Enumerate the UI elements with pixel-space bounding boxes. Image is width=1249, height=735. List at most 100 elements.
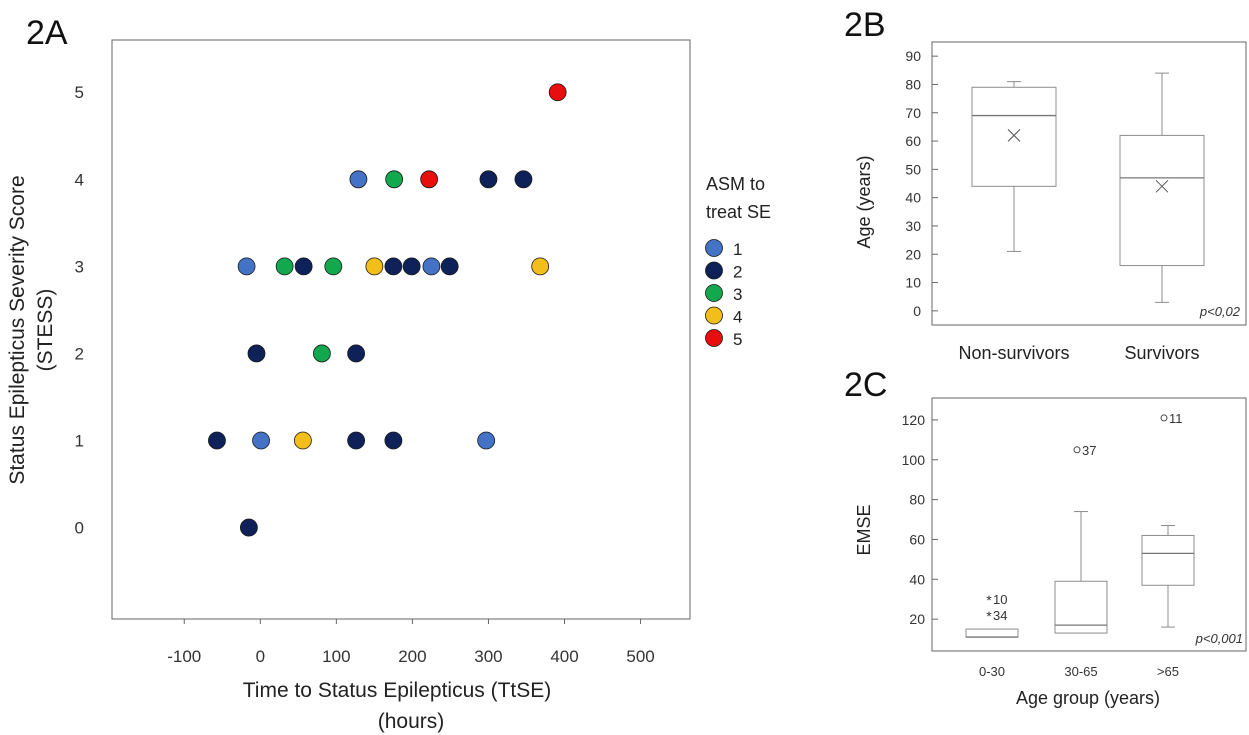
scatter-point-asm-2: [239, 518, 258, 537]
panel-label-2c: 2C: [844, 366, 887, 404]
box-plot-b-y-axis-label: Age (years): [854, 155, 874, 248]
scatter-x-axis-label: Time to Status Epilepticus (TtSE): [243, 679, 552, 702]
scatter-point-asm-3: [313, 344, 331, 363]
x-tick-label: 0: [256, 647, 265, 666]
scatter-points: [208, 83, 567, 537]
category-label: Survivors: [1124, 343, 1199, 363]
box-plot-b-frame: [931, 41, 1247, 326]
y-tick-label: 20: [909, 611, 925, 627]
category-label: >65: [1157, 664, 1179, 679]
y-tick-label: 1: [75, 432, 84, 451]
y-tick-label: 20: [905, 246, 921, 262]
y-tick-label: 0: [913, 303, 921, 319]
scatter-point-asm-2: [402, 257, 421, 276]
outlier-label: 10: [993, 592, 1007, 607]
y-tick-label: 5: [75, 83, 84, 102]
scatter-point-asm-5: [420, 170, 439, 189]
x-tick-label: 100: [322, 647, 350, 666]
box-plot-c-area: [931, 397, 1247, 652]
legend-label-1: 1: [733, 240, 742, 259]
legend-marker-1: [705, 239, 723, 257]
box-plot-c-boxes: * 10* 34 37 11: [965, 411, 1195, 638]
scatter-point-asm-4: [365, 257, 384, 276]
box-iqr: [965, 628, 1019, 638]
scatter-point-asm-2: [208, 431, 226, 450]
outlier-marker: [1160, 414, 1168, 422]
scatter-point-asm-2: [247, 344, 266, 363]
legend-label-2: 2: [733, 263, 742, 282]
scatter-point-asm-3: [275, 257, 294, 276]
y-tick-label: 4: [75, 170, 84, 189]
scatter-plot-area: [111, 39, 691, 620]
box-plot-b-p-value: p<0,02: [1199, 304, 1241, 319]
x-tick-label: 300: [474, 647, 502, 666]
scatter-point-asm-2: [440, 257, 459, 276]
scatter-point-asm-1: [252, 431, 270, 450]
y-tick-label: 90: [905, 48, 921, 64]
legend-marker-4: [705, 306, 723, 325]
x-tick-label: 400: [550, 647, 578, 666]
extreme-outlier-marker: *: [986, 592, 992, 608]
y-tick-label: 40: [905, 190, 921, 206]
legend-marker-5: [705, 329, 723, 347]
box-survivors: [1119, 72, 1205, 303]
mean-marker: [1155, 179, 1169, 193]
box-plot-c-p-value: p<0,001: [1195, 631, 1243, 646]
box-plot-b-categories: Non-survivors Survivors: [958, 343, 1199, 363]
scatter-point-asm-5: [548, 83, 567, 102]
scatter-point-asm-3: [385, 170, 404, 189]
box-non-survivors: [971, 81, 1057, 252]
scatter-x-axis-label-units: (hours): [378, 710, 445, 733]
scatter-y-axis-label: Status Epilepticus Severity Score: [6, 175, 29, 484]
legend-label-3: 3: [733, 285, 742, 304]
legend-label-4: 4: [733, 308, 742, 327]
outlier-label: 34: [993, 608, 1007, 623]
scatter-point-asm-1: [422, 257, 441, 276]
y-tick-label: 70: [905, 105, 921, 121]
y-tick-label: 3: [75, 257, 84, 276]
box-plot-b-y-ticks: 0 10 20 30 40 50 60 70 80 90: [905, 48, 938, 319]
outlier-marker: [1073, 446, 1081, 454]
y-tick-label: 0: [75, 519, 84, 538]
legend-marker-2: [705, 261, 723, 280]
legend-label-5: 5: [733, 330, 742, 349]
panel-label-2a: 2A: [26, 14, 68, 52]
box-iqr: [1141, 534, 1195, 586]
scatter-x-ticks: -100 0 100 200 300 400 500: [167, 619, 655, 666]
x-tick-label: -100: [167, 647, 201, 666]
box-plot-b-boxes: [971, 72, 1205, 303]
scatter-frame: [111, 39, 691, 620]
legend-title-line-2: treat SE: [706, 202, 771, 222]
outlier-label: 11: [1169, 411, 1183, 426]
box-plot-c-frame: [931, 397, 1247, 652]
scatter-point-asm-2: [384, 431, 403, 450]
scatter-point-asm-2: [347, 344, 366, 363]
x-tick-label: 200: [398, 647, 426, 666]
box-plot-c-y-axis-label: EMSE: [854, 504, 874, 555]
legend-title-line-1: ASM to: [706, 174, 765, 194]
box-iqr: [971, 86, 1057, 187]
box-iqr: [1119, 134, 1205, 267]
y-tick-label: 30: [905, 218, 921, 234]
category-label: 0-30: [979, 664, 1005, 679]
y-tick-label: 10: [905, 275, 921, 291]
box-plot-c-x-axis-label: Age group (years): [1016, 688, 1160, 708]
box-age-group-2: 37: [1054, 443, 1108, 634]
y-tick-label: 100: [902, 452, 926, 468]
scatter-point-asm-4: [293, 431, 312, 450]
extreme-outlier-marker: *: [986, 608, 992, 624]
y-tick-label: 60: [909, 531, 925, 547]
panel-label-2b: 2B: [844, 6, 886, 44]
category-label: 30-65: [1064, 664, 1097, 679]
y-tick-label: 2: [75, 344, 84, 363]
box-age-group-1: * 10* 34: [965, 592, 1019, 638]
scatter-point-asm-1: [237, 257, 256, 276]
scatter-point-asm-1: [477, 431, 496, 450]
legend-marker-3: [705, 284, 723, 302]
y-tick-label: 120: [902, 412, 926, 428]
y-tick-label: 40: [909, 571, 925, 587]
scatter-point-asm-2: [347, 431, 366, 450]
scatter-y-ticks: 0 1 2 3 4 5: [75, 83, 84, 537]
scatter-point-asm-3: [324, 257, 343, 276]
category-label: Non-survivors: [958, 343, 1069, 363]
